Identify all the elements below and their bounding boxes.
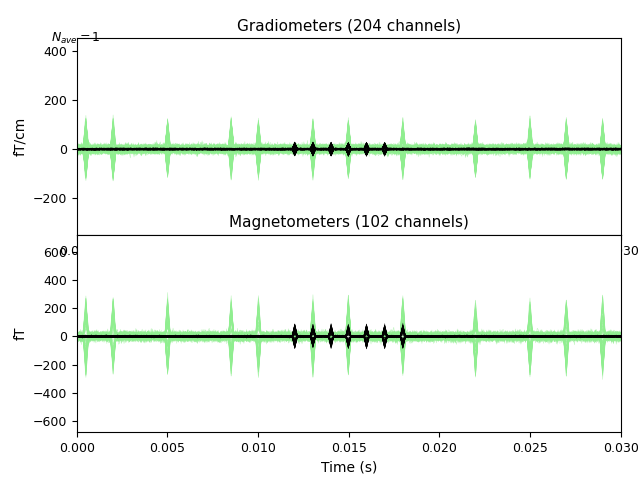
- Text: $N_{ave}=1$: $N_{ave}=1$: [51, 31, 101, 46]
- Y-axis label: fT/cm: fT/cm: [13, 117, 27, 156]
- X-axis label: Time (s): Time (s): [321, 460, 377, 474]
- Title: Gradiometers (204 channels): Gradiometers (204 channels): [237, 18, 461, 33]
- Title: Magnetometers (102 channels): Magnetometers (102 channels): [229, 215, 468, 230]
- Y-axis label: fT: fT: [13, 327, 27, 340]
